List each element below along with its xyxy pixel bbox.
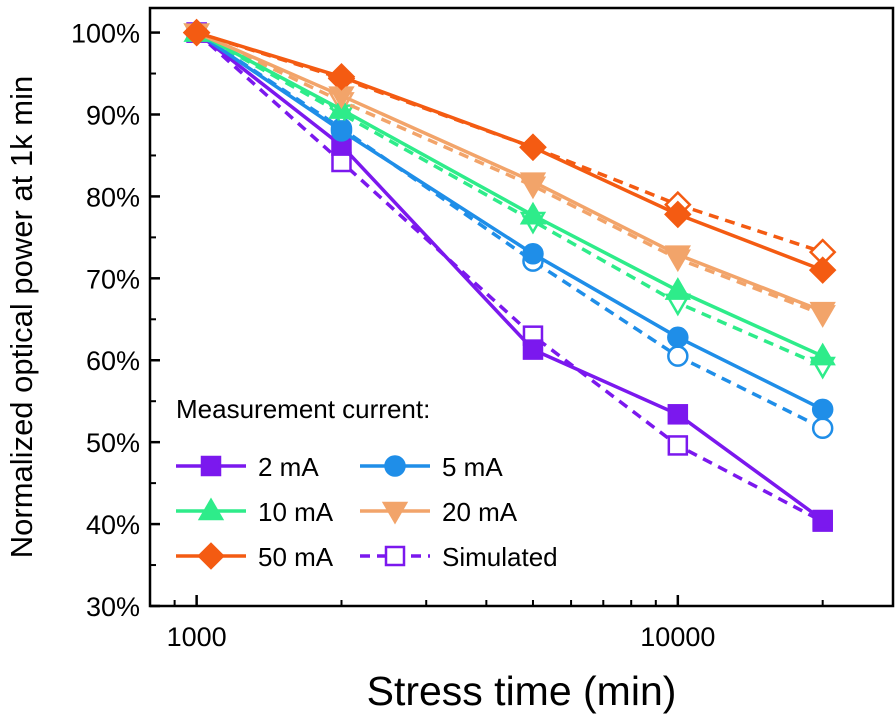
measured-series-line xyxy=(196,30,824,272)
legend-label: 20 mA xyxy=(442,497,518,527)
y-tick-label: 30% xyxy=(86,592,140,622)
x-tick-label: 1000 xyxy=(167,622,227,652)
measured-data-point xyxy=(664,277,691,300)
y-tick-label: 60% xyxy=(86,346,140,376)
measured-data-point xyxy=(664,245,691,269)
measured-data-point xyxy=(519,133,547,162)
legend-marker xyxy=(200,455,222,477)
measured-data-point xyxy=(667,404,689,425)
legend-marker xyxy=(381,501,409,525)
x-tick-label: 10000 xyxy=(640,622,715,652)
legend-label: 2 mA xyxy=(258,452,319,482)
measured-data-point xyxy=(519,201,547,225)
y-tick-label: 50% xyxy=(86,428,140,458)
y-axis-title: Normalized optical power at 1k min xyxy=(4,76,39,558)
legend-marker xyxy=(384,455,406,477)
measured-data-point xyxy=(519,172,547,196)
simulated-data-point xyxy=(811,417,834,439)
measured-data-point xyxy=(664,200,692,229)
y-tick-label: 80% xyxy=(86,182,140,212)
legend-label: 5 mA xyxy=(442,452,503,482)
legend-marker xyxy=(384,545,406,567)
plot-frame xyxy=(148,6,895,608)
measured-data-point xyxy=(667,326,689,349)
measured-data-point xyxy=(809,342,836,366)
measured-data-point xyxy=(182,18,211,47)
y-tick-label: 40% xyxy=(86,510,140,540)
measured-series-line xyxy=(195,31,824,358)
measured-data-point xyxy=(812,509,833,531)
measured-data-point xyxy=(522,339,544,360)
x-axis-title: Stress time (min) xyxy=(367,668,677,714)
simulated-series-line xyxy=(195,31,824,524)
simulated-series-line xyxy=(195,31,824,368)
simulated-series-line xyxy=(196,30,824,254)
y-tick-label: 90% xyxy=(86,100,140,130)
simulated-data-point xyxy=(667,435,689,456)
y-tick-label: 100% xyxy=(71,19,140,49)
series-layer xyxy=(182,18,837,532)
y-tick-label: 70% xyxy=(86,264,140,294)
legend-label: 10 mA xyxy=(258,497,334,527)
measured-data-point xyxy=(330,120,353,142)
measured-data-point xyxy=(522,243,544,265)
legend-label: Simulated xyxy=(442,542,558,572)
legend-label: 50 mA xyxy=(258,542,334,572)
measured-data-point xyxy=(327,63,356,91)
simulated-data-point xyxy=(667,345,689,367)
simulated-series-line xyxy=(195,31,824,317)
legend-marker xyxy=(197,497,225,521)
legend-marker xyxy=(197,542,225,570)
measured-data-point xyxy=(809,301,836,325)
ticks-layer: 30% 40% 50% 60% 70% 80% 90% 100% 1000 10000 xyxy=(71,19,824,652)
legend: Measurement current: 2 mA 5 mA 10 mA 20 mA 5… xyxy=(176,394,558,572)
measured-data-point xyxy=(811,398,834,421)
simulated-series-line xyxy=(195,31,824,430)
measured-data-point xyxy=(808,256,837,284)
legend-title: Measurement current: xyxy=(176,394,430,424)
measured-series-line xyxy=(195,30,824,313)
